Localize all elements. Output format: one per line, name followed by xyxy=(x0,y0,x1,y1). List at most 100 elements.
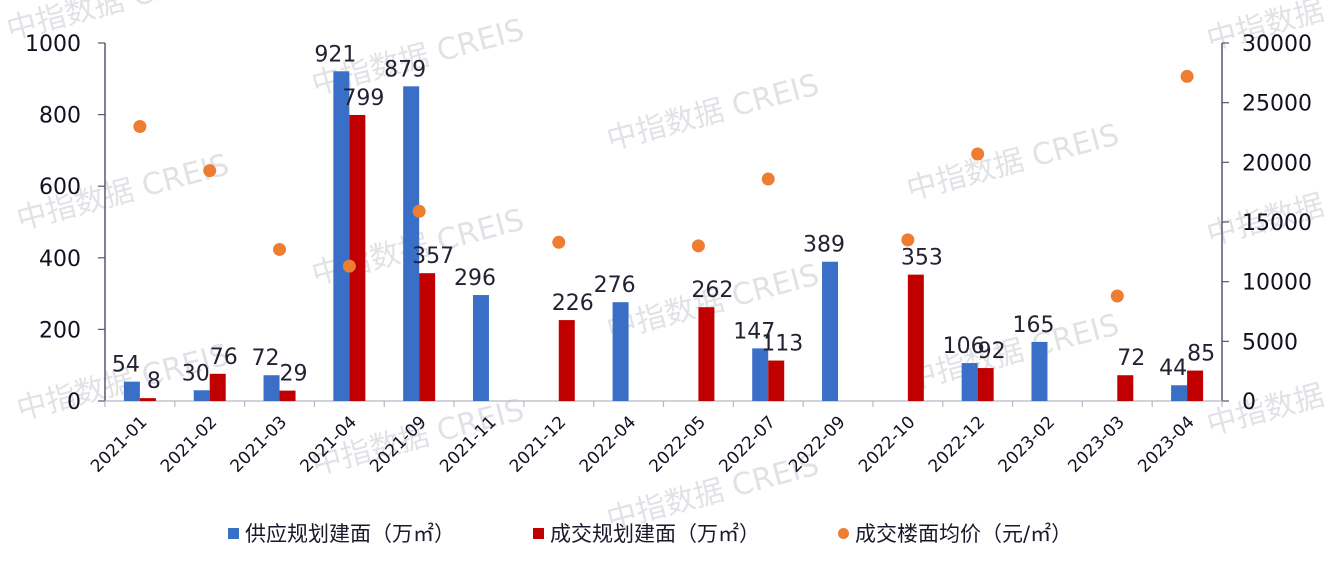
bar-data-label: 921 xyxy=(314,42,356,67)
right-axis-tick-label: 25000 xyxy=(1242,92,1312,117)
avg-price-point[interactable] xyxy=(552,235,566,249)
deal-area-bar[interactable] xyxy=(558,320,575,401)
bar-data-label: 799 xyxy=(342,86,384,111)
left-axis-tick-label: 600 xyxy=(39,175,81,200)
legend-item-avg-price[interactable]: 成交楼面均价（元/㎡） xyxy=(838,518,1072,548)
avg-price-point[interactable] xyxy=(691,239,705,253)
avg-price-point[interactable] xyxy=(1180,69,1194,83)
deal-area-bar[interactable] xyxy=(1187,370,1204,401)
bar-data-label: 389 xyxy=(803,233,845,258)
left-axis-tick-label: 200 xyxy=(39,318,81,343)
deal-area-bar[interactable] xyxy=(279,390,296,401)
left-axis-tick-label: 400 xyxy=(39,247,81,272)
legend-label-deal-area: 成交规划建面（万㎡） xyxy=(550,522,760,546)
bar-data-label: 30 xyxy=(182,361,210,386)
right-axis-tick-label: 0 xyxy=(1242,390,1256,415)
deal-area-bar[interactable] xyxy=(907,274,924,401)
right-axis-tick-label: 20000 xyxy=(1242,151,1312,176)
supply-bar[interactable] xyxy=(612,302,629,401)
supply-bar[interactable] xyxy=(752,348,769,401)
supply-bar[interactable] xyxy=(263,375,280,401)
left-axis-tick-label: 800 xyxy=(39,104,81,129)
left-axis-tick-label: 1000 xyxy=(25,32,81,57)
bar-data-label: 147 xyxy=(733,319,775,344)
category-label: 2022-10 xyxy=(855,412,919,476)
category-label: 2022-12 xyxy=(925,412,989,476)
supply-bar[interactable] xyxy=(472,295,489,401)
supply-bar[interactable] xyxy=(1031,341,1048,401)
deal-area-bar[interactable] xyxy=(419,273,436,401)
category-label: 2021-02 xyxy=(157,412,221,476)
bar-data-label: 72 xyxy=(1117,346,1145,371)
category-label: 2022-05 xyxy=(646,412,710,476)
supply-bar[interactable] xyxy=(333,71,350,402)
supply-bar[interactable] xyxy=(193,390,210,401)
right-axis-tick-label: 5000 xyxy=(1242,330,1298,355)
deal-area-bar[interactable] xyxy=(349,114,366,401)
legend-item-supply[interactable]: 供应规划建面（万㎡） xyxy=(228,518,455,548)
watermark-text: 中指数据 CREIS xyxy=(903,117,1123,207)
category-label: 2023-04 xyxy=(1134,412,1198,476)
category-axis-labels: 2021-01 2021-02 2021-03 2021-04 2021-09 2021-… xyxy=(87,412,1199,476)
supply-bar[interactable] xyxy=(403,86,420,402)
scatter-series xyxy=(133,69,1194,303)
bar-data-label: 85 xyxy=(1187,342,1215,367)
bar-data-label: 54 xyxy=(112,353,140,378)
legend-label-avg-price: 成交楼面均价（元/㎡） xyxy=(855,522,1073,546)
supply-bar[interactable] xyxy=(961,363,978,401)
bar-data-label: 92 xyxy=(978,339,1006,364)
bar-data-label: 76 xyxy=(210,345,238,370)
avg-price-point[interactable] xyxy=(971,147,985,161)
bar-data-label: 165 xyxy=(1012,313,1054,338)
deal-area-bar[interactable] xyxy=(1117,375,1134,401)
deal-area-bar[interactable] xyxy=(139,398,156,401)
bar-series xyxy=(123,71,1204,402)
avg-price-point[interactable] xyxy=(1110,289,1124,303)
watermark-text: 中指数据 CREIS xyxy=(603,67,823,157)
bar-data-label: 296 xyxy=(454,266,496,291)
bar-data-label: 8 xyxy=(147,369,161,394)
deal-area-bar[interactable] xyxy=(977,368,994,401)
legend: 供应规划建面（万㎡） 成交规划建面（万㎡） 成交楼面均价（元/㎡） xyxy=(228,518,1072,548)
avg-price-point[interactable] xyxy=(761,172,775,186)
avg-price-point[interactable] xyxy=(203,164,217,178)
deal-area-bar[interactable] xyxy=(209,373,226,401)
avg-price-point[interactable] xyxy=(901,233,915,247)
bar-data-label: 226 xyxy=(552,291,594,316)
avg-price-point[interactable] xyxy=(342,259,356,273)
bar-data-label: 72 xyxy=(252,346,280,371)
bar-data-label: 879 xyxy=(384,57,426,82)
bar-data-label: 44 xyxy=(1159,356,1187,381)
bar-data-label: 29 xyxy=(280,362,308,387)
legend-item-deal-area[interactable]: 成交规划建面（万㎡） xyxy=(533,518,760,548)
bar-data-label: 353 xyxy=(901,246,943,271)
right-axis-tick-label: 15000 xyxy=(1242,211,1312,236)
avg-price-point[interactable] xyxy=(273,242,287,256)
legend-swatch-supply-icon xyxy=(228,527,239,539)
category-label: 2021-03 xyxy=(227,412,291,476)
supply-bar[interactable] xyxy=(1171,385,1188,401)
legend-label-supply: 供应规划建面（万㎡） xyxy=(245,522,455,546)
legend-swatch-deal-area-icon xyxy=(533,527,544,539)
category-label: 2023-02 xyxy=(995,412,1059,476)
bar-data-label: 113 xyxy=(761,332,803,357)
deal-area-bar[interactable] xyxy=(768,360,785,401)
right-axis-tick-label: 30000 xyxy=(1242,32,1312,57)
category-label: 2021-01 xyxy=(87,412,151,476)
supply-bar[interactable] xyxy=(123,381,140,401)
bar-data-label: 357 xyxy=(412,244,454,269)
supply-bar[interactable] xyxy=(822,261,839,401)
avg-price-point[interactable] xyxy=(412,204,426,218)
category-label: 2022-04 xyxy=(576,412,640,476)
right-axis-tick-label: 10000 xyxy=(1242,271,1312,296)
bar-data-label: 262 xyxy=(691,278,733,303)
left-axis-tick-label: 0 xyxy=(67,390,81,415)
bar-data-label: 106 xyxy=(943,334,985,359)
bar-data-label: 276 xyxy=(594,273,636,298)
legend-swatch-avg-price-icon xyxy=(838,527,849,539)
category-label: 2023-03 xyxy=(1064,412,1128,476)
avg-price-point[interactable] xyxy=(133,120,147,134)
deal-area-bar[interactable] xyxy=(698,307,715,401)
